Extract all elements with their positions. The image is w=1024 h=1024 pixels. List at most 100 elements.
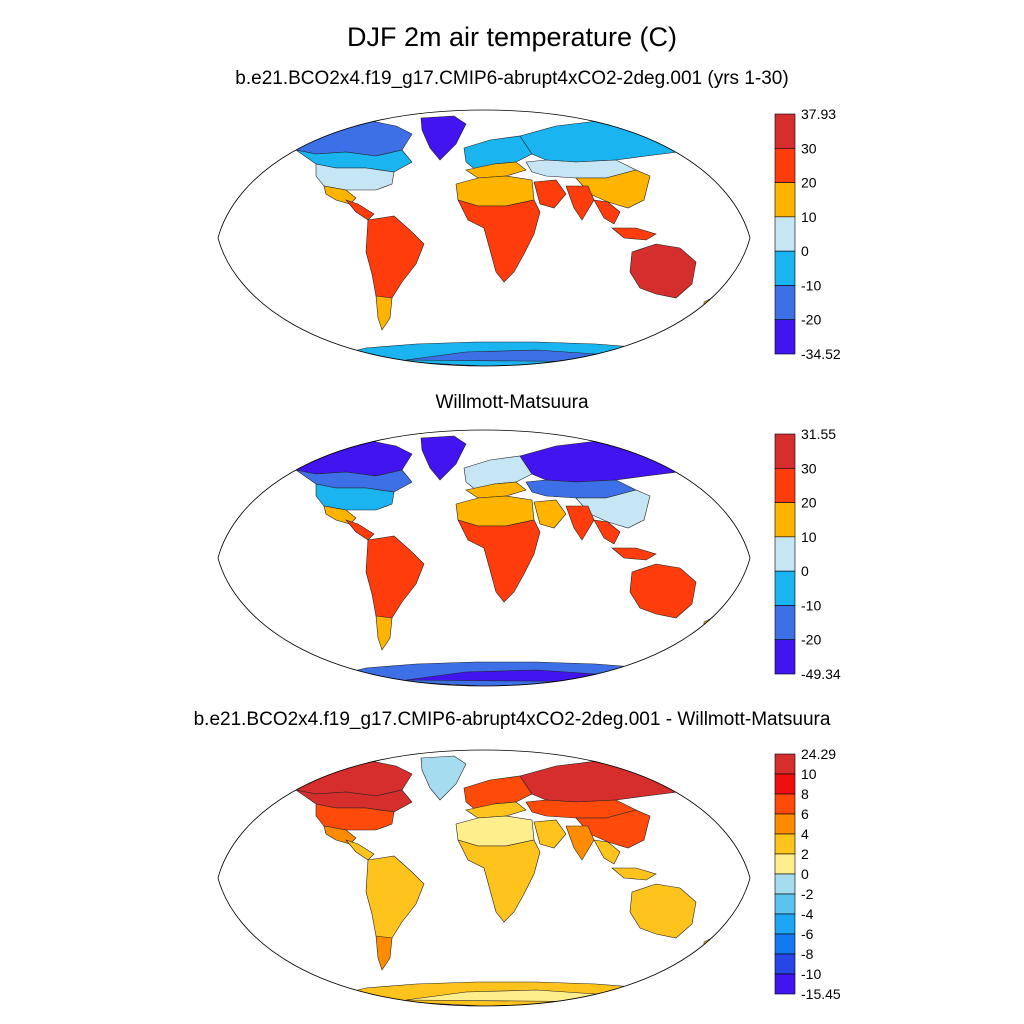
colorbar-swatch bbox=[774, 833, 796, 855]
map-model bbox=[217, 109, 751, 367]
region-arabia bbox=[533, 499, 567, 529]
colorbar-label: 0 bbox=[801, 243, 809, 259]
region-africa bbox=[457, 519, 541, 603]
region-patagonia bbox=[375, 615, 393, 651]
colorbar-swatch bbox=[774, 793, 796, 815]
colorbar-label: -49.34 bbox=[801, 666, 841, 682]
region-greenland bbox=[420, 435, 467, 481]
figure-title: DJF 2m air temperature (C) bbox=[346, 22, 678, 52]
region-china bbox=[575, 809, 651, 849]
region-central-america bbox=[345, 199, 375, 221]
colorbar-swatch bbox=[774, 536, 796, 572]
colorbar-swatch bbox=[774, 953, 796, 975]
region-indonesia bbox=[611, 227, 657, 241]
region-usa bbox=[315, 163, 395, 191]
colorbar-label: -6 bbox=[801, 926, 814, 942]
region-patagonia bbox=[375, 935, 393, 971]
region-se-asia bbox=[593, 519, 621, 545]
region-usa bbox=[315, 483, 395, 511]
colorbar-label: -4 bbox=[801, 906, 814, 922]
colorbar-label: -8 bbox=[801, 946, 814, 962]
region-australia bbox=[629, 243, 697, 299]
region-india bbox=[565, 825, 595, 861]
colorbar-model: 37.93 30 20 10 0 -10 -20 -34.52 bbox=[774, 106, 841, 362]
colorbar-swatch bbox=[774, 639, 796, 675]
colorbar-swatch bbox=[774, 873, 796, 895]
region-china bbox=[575, 169, 651, 209]
colorbar-swatch bbox=[774, 216, 796, 252]
region-sahara bbox=[455, 175, 535, 207]
region-arabia bbox=[533, 819, 567, 849]
colorbar-obs: 31.55 30 20 10 0 -10 -20 -49.34 bbox=[774, 426, 841, 682]
colorbar-label: 10 bbox=[801, 209, 817, 225]
region-africa bbox=[457, 199, 541, 283]
colorbar-label: -15.45 bbox=[801, 986, 841, 1002]
colorbar-swatch bbox=[774, 502, 796, 538]
region-africa bbox=[457, 839, 541, 923]
colorbar-label: 6 bbox=[801, 806, 809, 822]
colorbar-swatch bbox=[774, 250, 796, 286]
colorbar-label: 30 bbox=[801, 140, 817, 156]
map-boundary bbox=[217, 749, 751, 1007]
region-south-america bbox=[365, 855, 425, 951]
colorbar-diff: 24.29 10 8 6 4 2 0 -2 -4 -6 -8 -10 -15.45 bbox=[774, 746, 841, 1002]
colorbar-swatch bbox=[774, 182, 796, 218]
region-india bbox=[565, 185, 595, 221]
colorbar-swatch bbox=[774, 433, 796, 469]
colorbar-label: 2 bbox=[801, 846, 809, 862]
colorbar-label: 0 bbox=[801, 866, 809, 882]
colorbar-label: 31.55 bbox=[801, 426, 836, 442]
region-indonesia bbox=[611, 867, 657, 881]
colorbar-label: 24.29 bbox=[801, 746, 836, 762]
colorbar-swatch bbox=[774, 319, 796, 355]
region-usa bbox=[315, 803, 395, 831]
colorbar-label: 0 bbox=[801, 563, 809, 579]
colorbar-label: 10 bbox=[801, 766, 817, 782]
colorbar-label: -10 bbox=[801, 966, 821, 982]
colorbar-swatch bbox=[774, 467, 796, 503]
colorbar-label: 10 bbox=[801, 529, 817, 545]
map-boundary bbox=[217, 429, 751, 687]
panel-title-obs: Willmott-Matsuura bbox=[435, 392, 589, 413]
colorbar-swatch bbox=[774, 913, 796, 935]
colorbar-swatch bbox=[774, 853, 796, 875]
colorbar-label: -20 bbox=[801, 632, 821, 648]
region-se-asia bbox=[593, 839, 621, 865]
colorbar-label: -10 bbox=[801, 597, 821, 613]
region-greenland bbox=[420, 755, 467, 801]
map-boundary bbox=[217, 109, 751, 367]
colorbar-swatch bbox=[774, 773, 796, 795]
colorbar-label: -34.52 bbox=[801, 346, 841, 362]
colorbar-label: -20 bbox=[801, 312, 821, 328]
region-patagonia bbox=[375, 295, 393, 331]
region-central-america bbox=[345, 839, 375, 861]
colorbar-label: 20 bbox=[801, 495, 817, 511]
colorbar-label: -10 bbox=[801, 277, 821, 293]
colorbar-swatch bbox=[774, 933, 796, 955]
region-sahara bbox=[455, 815, 535, 847]
colorbar-label: 20 bbox=[801, 175, 817, 191]
colorbar-swatch bbox=[774, 113, 796, 149]
panel-title-diff: b.e21.BCO2x4.f19_g17.CMIP6-abrupt4xCO2-2… bbox=[193, 709, 831, 730]
colorbar-swatch bbox=[774, 813, 796, 835]
colorbar-swatch bbox=[774, 605, 796, 641]
region-greenland bbox=[420, 115, 467, 161]
region-sahara bbox=[455, 495, 535, 527]
region-australia bbox=[629, 883, 697, 939]
region-se-asia bbox=[593, 199, 621, 225]
panel-title-model: b.e21.BCO2x4.f19_g17.CMIP6-abrupt4xCO2-2… bbox=[235, 68, 789, 89]
region-south-america bbox=[365, 535, 425, 631]
colorbar-swatch bbox=[774, 285, 796, 321]
region-china bbox=[575, 489, 651, 529]
region-south-america bbox=[365, 215, 425, 311]
colorbar-swatch bbox=[774, 570, 796, 606]
colorbar-swatch bbox=[774, 753, 796, 775]
region-indonesia bbox=[611, 547, 657, 561]
colorbar-swatch bbox=[774, 147, 796, 183]
region-india bbox=[565, 505, 595, 541]
region-australia bbox=[629, 563, 697, 619]
colorbar-label: 37.93 bbox=[801, 106, 836, 122]
map-diff bbox=[217, 749, 751, 1007]
region-arabia bbox=[533, 179, 567, 209]
region-central-america bbox=[345, 519, 375, 541]
